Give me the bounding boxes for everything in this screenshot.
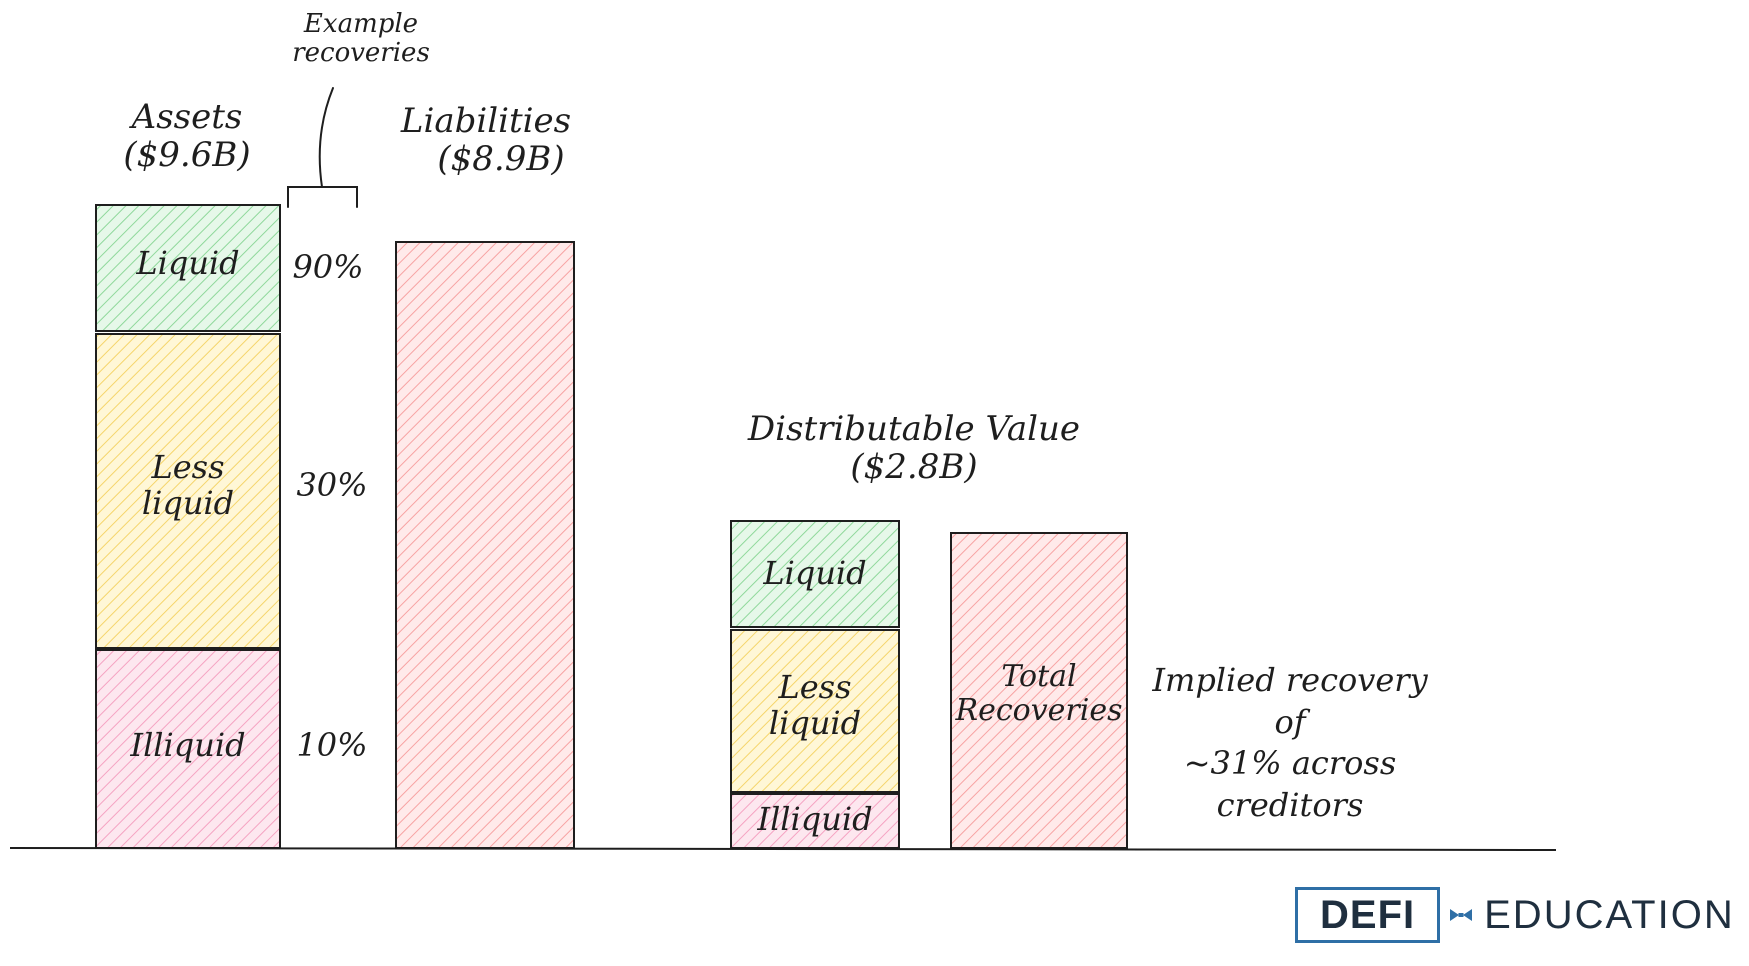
implied-line-4: creditors xyxy=(1216,785,1364,824)
liabilities-bar xyxy=(395,241,575,849)
implied-line-1: Implied recovery xyxy=(1152,661,1428,699)
assets-liquid-label: Liquid xyxy=(96,244,280,282)
distributable-liquid-word-text: liquid xyxy=(768,703,862,742)
assets-illiquid-bar xyxy=(95,649,281,849)
assets-less-liquid-label: Less liquid xyxy=(96,448,280,522)
distributable-less-text: Less xyxy=(778,668,852,706)
example-recoveries-line-2: recoveries xyxy=(292,38,430,69)
assets-less-liquid-bar xyxy=(95,333,281,649)
distributable-illiquid-text: Illiquid xyxy=(757,800,873,838)
distributable-liquid-label: Liquid xyxy=(731,554,899,592)
liabilities-title-text: Liabilities xyxy=(400,101,572,141)
total-recoveries-line-2: Recoveries xyxy=(955,692,1123,728)
distributable-title-text: Distributable Value xyxy=(747,409,1081,449)
implied-line-3: ~31% across xyxy=(1183,744,1397,783)
assets-illiquid-text: Illiquid xyxy=(130,726,246,764)
total-recoveries-line-1: Total xyxy=(1001,659,1077,694)
total-recoveries-label: Total Recoveries xyxy=(945,660,1133,727)
assets-title: Assets ($9.6B) xyxy=(92,98,282,174)
assets-amount: ($9.6B) xyxy=(123,135,251,176)
assets-less-text: Less xyxy=(151,448,225,486)
bowtie-icon xyxy=(1450,909,1473,921)
distributable-illiquid-label: Illiquid xyxy=(731,800,899,838)
distributable-less-liquid-bar xyxy=(730,629,900,793)
distributable-liquid-text: Liquid xyxy=(763,554,867,592)
assets-liquid-bar xyxy=(95,204,281,332)
example-recoveries-line-1: Example xyxy=(303,9,419,39)
distributable-title: Distributable Value ($2.8B) xyxy=(724,410,1104,486)
distributable-less-liquid-label: Less liquid xyxy=(731,668,899,742)
total-recoveries-bar xyxy=(950,532,1128,849)
recovery-10-text: 10% xyxy=(296,726,368,764)
distributable-amount: ($2.8B) xyxy=(850,447,978,488)
example-recoveries-label: Example recoveries xyxy=(276,9,446,69)
implied-recovery-note: Implied recovery of ~31% across creditor… xyxy=(1140,660,1440,826)
recovery-less-liquid-pct: 30% xyxy=(290,466,374,504)
assets-illiquid-label: Illiquid xyxy=(96,726,280,764)
baseline xyxy=(9,847,1557,851)
implied-line-2: of xyxy=(1274,702,1306,741)
logo-box: DEFI xyxy=(1295,887,1441,943)
distributable-illiquid-bar xyxy=(730,793,900,849)
defi-education-logo: DEFI EDUCATION xyxy=(1295,876,1735,954)
recovery-30-text: 30% xyxy=(296,466,368,504)
example-recoveries-bracket xyxy=(287,87,358,208)
assets-liquid-word-text: liquid xyxy=(141,483,235,522)
recovery-liquid-pct: 90% xyxy=(288,248,368,286)
logo-education-text: EDUCATION xyxy=(1484,892,1735,937)
assets-title-text: Assets xyxy=(131,97,243,137)
liabilities-amount: ($8.9B) xyxy=(437,139,565,180)
distributable-liquid-bar xyxy=(730,520,900,628)
recovery-90-text: 90% xyxy=(292,248,364,286)
logo-defi-text: DEFI xyxy=(1320,892,1416,937)
liabilities-title: Liabilities ($8.9B) xyxy=(396,102,576,178)
recovery-illiquid-pct: 10% xyxy=(292,726,372,764)
assets-liquid-text: Liquid xyxy=(136,244,240,282)
